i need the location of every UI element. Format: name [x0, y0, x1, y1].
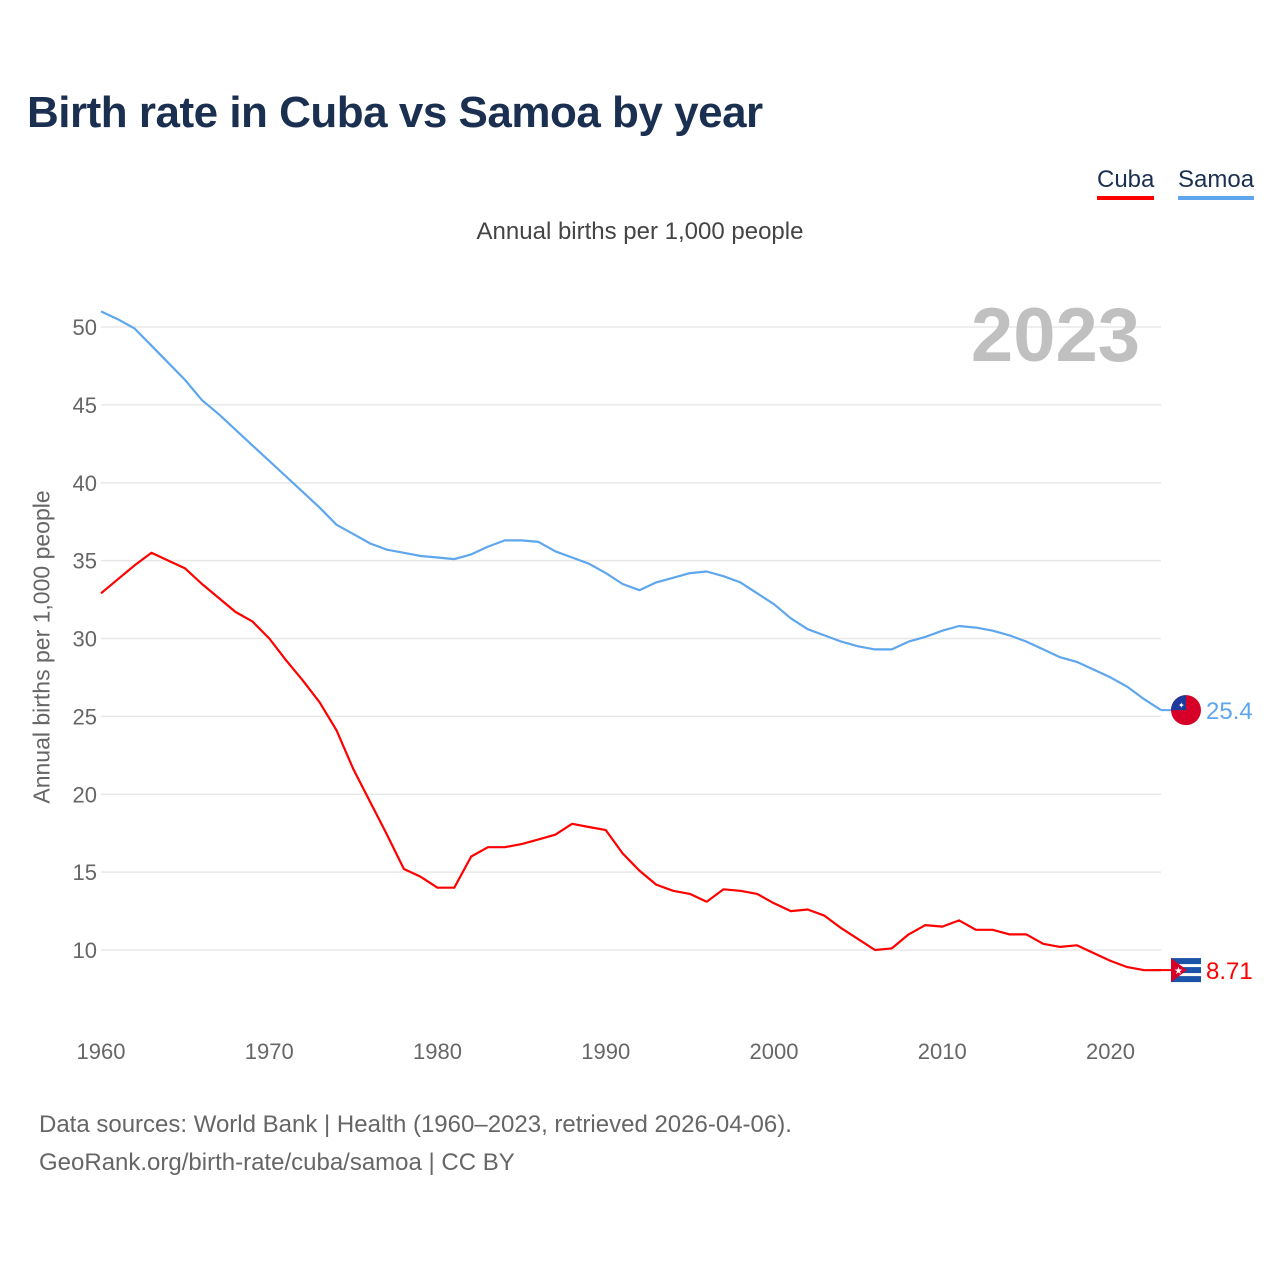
samoa-flag-canton: [1171, 695, 1186, 711]
samoa-flag-stars: ✦: [1178, 701, 1185, 710]
x-tick-label: 2020: [1086, 1039, 1135, 1064]
series-line-cuba: [100, 551, 1162, 972]
x-tick-label: 1980: [413, 1039, 462, 1064]
y-tick-label: 45: [73, 393, 97, 418]
x-tick-label: 2010: [918, 1039, 967, 1064]
cuba-flag-stripe: [1171, 958, 1201, 965]
cuba-flag-star: ★: [1174, 966, 1183, 977]
y-tick-label: 50: [73, 315, 97, 340]
cuba-flag-triangle: [1171, 958, 1187, 983]
footer: Data sources: World Bank | Health (1960–…: [39, 1106, 792, 1182]
legend-samoa[interactable]: Samoa: [1178, 166, 1255, 200]
y-tick-label: 30: [73, 627, 97, 652]
y-tick-label: 35: [73, 549, 97, 574]
x-tick-label: 1970: [245, 1039, 294, 1064]
x-tick-label: 1990: [581, 1039, 630, 1064]
y-tick-label: 15: [73, 860, 97, 885]
series-line-samoa: [100, 310, 1162, 712]
y-tick-label: 10: [73, 938, 97, 963]
y-tick-label: 25: [73, 704, 97, 729]
data-source: Data sources: World Bank | Health (1960–…: [39, 1111, 792, 1138]
attribution-link[interactable]: GeoRank.org/birth-rate/cuba/samoa | CC B…: [39, 1149, 515, 1176]
y-tick-label: 40: [73, 471, 97, 496]
year-watermark: 2023: [971, 293, 1140, 378]
legend-cuba[interactable]: Cuba: [1097, 166, 1155, 200]
x-tick-label: 2000: [750, 1039, 799, 1064]
end-value-label-cuba: 8.71: [1206, 958, 1253, 985]
x-tick-label: 1960: [77, 1039, 126, 1064]
end-value-label-samoa: 25.4: [1206, 698, 1253, 725]
chart-title: Birth rate in Cuba vs Samoa by year: [27, 88, 763, 137]
y-tick-label: 20: [73, 782, 97, 807]
cuba-flag-stripe: [1171, 976, 1201, 983]
chart-subtitle: Annual births per 1,000 people: [476, 218, 804, 245]
